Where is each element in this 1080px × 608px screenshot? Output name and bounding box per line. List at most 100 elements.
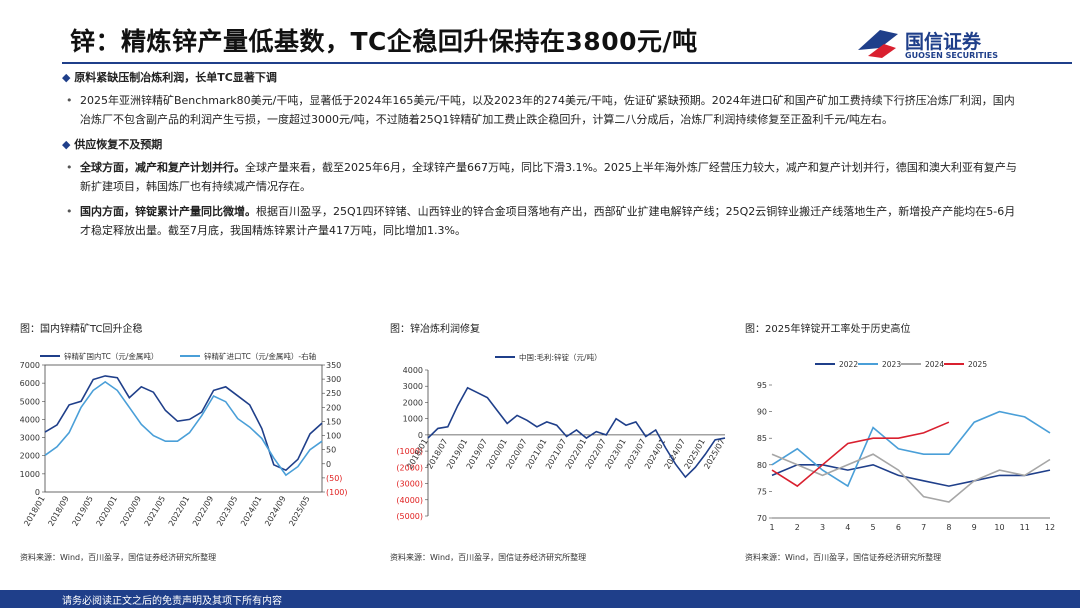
- tick-label: 0: [326, 460, 331, 469]
- x-tick-label: 10: [994, 523, 1004, 532]
- x-tick-label: 2: [795, 523, 800, 532]
- tick-label: (3000): [396, 480, 423, 489]
- tick-label: 1000: [20, 470, 40, 479]
- tick-label: 150: [326, 417, 341, 426]
- tick-label: 250: [326, 389, 341, 398]
- header: 锌：精炼锌产量低基数，TC企稳回升保持在3800元/吨 国信证券 GUOSEN …: [0, 0, 1080, 64]
- chart-source: 资料来源：Wind，百川盈孚，国信证券经济研究所整理: [390, 552, 586, 562]
- tick-label: 200: [326, 403, 341, 412]
- tick-label: (50): [326, 474, 342, 483]
- tick-label: 95: [757, 381, 767, 390]
- x-tick-label: 2020/09: [119, 495, 143, 528]
- paragraph: 2025年亚洲锌精矿Benchmark80美元/干吨，显著低于2024年165美…: [62, 91, 1022, 129]
- x-tick-label: 2019/05: [70, 495, 94, 528]
- tick-label: 7000: [20, 361, 40, 370]
- x-tick-label: 6: [896, 523, 901, 532]
- tick-label: 0: [418, 431, 423, 440]
- tick-label: 75: [757, 487, 767, 496]
- tick-label: 3000: [20, 434, 40, 443]
- footer: 请务必阅读正文之后的免责声明及其项下所有内容: [0, 590, 1080, 608]
- logo-subtext: GUOSEN SECURITIES: [905, 51, 998, 60]
- tick-label: 4000: [20, 415, 40, 424]
- section-heading: 原料紧缺压制冶炼利润，长单TC显著下调: [62, 68, 1022, 87]
- tick-label: 1000: [403, 415, 423, 424]
- x-tick-label: 2025/05: [287, 495, 311, 528]
- legend-label: 2024: [925, 360, 944, 369]
- legend-label: 2025: [968, 360, 987, 369]
- tick-label: (4000): [396, 496, 423, 505]
- tick-label: 0: [35, 488, 40, 497]
- slide-title: 锌：精炼锌产量低基数，TC企稳回升保持在3800元/吨: [70, 27, 698, 56]
- logo-text: 国信证券: [905, 31, 982, 53]
- x-tick-label: 2024/09: [263, 495, 287, 528]
- tick-label: 90: [757, 408, 767, 417]
- text-body: 原料紧缺压制冶炼利润，长单TC显著下调 2025年亚洲锌精矿Benchmark80…: [62, 66, 1022, 246]
- tick-label: 4000: [403, 366, 423, 375]
- tick-label: 6000: [20, 379, 40, 388]
- logo-icon: [858, 30, 898, 58]
- legend-label: 2023: [882, 360, 901, 369]
- legend-label: 锌精矿进口TC（元/金属吨）-右轴: [204, 351, 316, 361]
- plot-frame: [44, 364, 323, 493]
- tick-label: (1000): [396, 447, 423, 456]
- series-line: [44, 380, 323, 477]
- x-tick-label: 2018/09: [46, 495, 70, 528]
- tick-label: 350: [326, 361, 341, 370]
- tick-label: 3000: [403, 382, 423, 391]
- series-line: [771, 463, 1051, 487]
- disclaimer: 请务必阅读正文之后的免责声明及其项下所有内容: [62, 596, 282, 607]
- legend-label: 中国:毛利:锌锭（元/吨）: [519, 352, 602, 362]
- legend-label: 锌精矿国内TC（元/金属吨）: [64, 351, 158, 361]
- x-tick-label: 2022/01: [167, 495, 191, 528]
- tick-label: 50: [326, 446, 336, 455]
- x-tick-label: 2018/01: [22, 495, 46, 528]
- paragraph-text: 2025年亚洲锌精矿Benchmark80美元/干吨，显著低于2024年165美…: [80, 94, 1015, 126]
- tick-label: 70: [757, 514, 767, 523]
- tick-label: (5000): [396, 512, 423, 521]
- x-tick-label: 2022/09: [191, 495, 215, 528]
- tick-label: 5000: [20, 397, 40, 406]
- x-tick-label: 11: [1020, 523, 1030, 532]
- paragraph-text: 根据百川盈孚，25Q1四环锌锗、山西锌业的锌合金项目落地有产出，西部矿业扩建电解…: [80, 205, 1016, 237]
- series-line: [771, 453, 1051, 503]
- tick-label: 2000: [20, 452, 40, 461]
- header-rule: [62, 62, 1072, 64]
- tick-label: 2000: [403, 398, 423, 407]
- series-line: [771, 421, 950, 488]
- x-tick-label: 2023/05: [215, 495, 239, 528]
- tick-label: (100): [326, 488, 348, 497]
- x-tick-label: 4: [845, 523, 850, 532]
- x-tick-label: 8: [946, 523, 951, 532]
- x-tick-label: 1: [769, 523, 774, 532]
- tick-label: (2000): [396, 463, 423, 472]
- paragraph-lead: 全球方面，减产和复产计划并行。: [80, 161, 245, 174]
- chart-source: 资料来源：Wind，百川盈孚，国信证券经济研究所整理: [745, 552, 941, 562]
- chart-source: 资料来源：Wind，百川盈孚，国信证券经济研究所整理: [20, 552, 216, 562]
- legend-label: 2022: [839, 360, 858, 369]
- series-line: [771, 410, 1051, 488]
- chart-title: 图：锌冶炼利润修复: [390, 322, 480, 335]
- x-tick-label: 5: [871, 523, 876, 532]
- x-tick-label: 9: [972, 523, 977, 532]
- chart-title: 图：2025年锌锭开工率处于历史高位: [745, 322, 910, 335]
- x-tick-label: 2021/05: [143, 495, 167, 528]
- paragraph-lead: 国内方面，锌锭累计产量同比微增。: [80, 205, 256, 218]
- section-heading: 供应恢复不及预期: [62, 135, 1022, 154]
- chart-title: 图：国内锌精矿TC回升企稳: [20, 322, 143, 335]
- x-tick-label: 7: [921, 523, 926, 532]
- tick-label: 300: [326, 375, 341, 384]
- tick-label: 100: [326, 432, 341, 441]
- x-tick-label: 2024/01: [239, 495, 263, 528]
- series-line: [44, 375, 323, 472]
- tick-label: 85: [757, 434, 767, 443]
- x-tick-label: 3: [820, 523, 825, 532]
- paragraph: 国内方面，锌锭累计产量同比微增。根据百川盈孚，25Q1四环锌锗、山西锌业的锌合金…: [62, 202, 1022, 240]
- paragraph-text: 全球产量来看，截至2025年6月，全球锌产量667万吨，同比下滑3.1%。202…: [80, 161, 1017, 193]
- tick-label: 80: [757, 461, 767, 470]
- paragraph: 全球方面，减产和复产计划并行。全球产量来看，截至2025年6月，全球锌产量667…: [62, 158, 1022, 196]
- x-tick-label: 2020/01: [95, 495, 119, 528]
- x-tick-label: 12: [1045, 523, 1055, 532]
- series-line: [427, 386, 726, 479]
